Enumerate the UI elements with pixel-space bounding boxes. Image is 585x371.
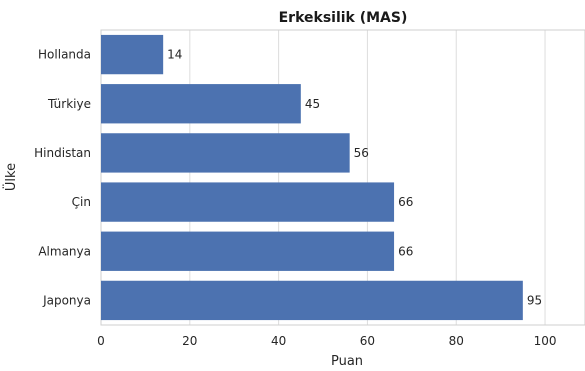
y-tick-label: Çin [72, 195, 91, 209]
bars: 14 45 56 66 66 95 [101, 34, 542, 321]
y-tick-label: Hollanda [38, 48, 91, 62]
y-tick-label: Hindistan [34, 146, 91, 160]
bar-1 [101, 84, 301, 124]
data-label: 45 [305, 97, 320, 111]
y-tick-label: Almanya [38, 244, 91, 258]
bar-2 [101, 133, 350, 173]
x-tick-label: 60 [360, 334, 375, 348]
x-tick-label: 0 [97, 334, 105, 348]
bar-3 [101, 182, 395, 222]
chart-title: Erkeksilik (MAS) [279, 10, 408, 26]
x-axis-label: Puan [331, 354, 363, 369]
data-label: 56 [354, 146, 369, 160]
data-label: 66 [398, 195, 413, 209]
plot-frame [100, 29, 585, 326]
data-label: 95 [527, 293, 542, 307]
y-axis-label: Ülke [2, 163, 19, 191]
x-tick-label: 100 [534, 334, 557, 348]
y-tick-label: Japonya [42, 293, 91, 307]
data-label: 66 [398, 244, 413, 258]
bar-4 [101, 231, 395, 271]
x-tick-label: 20 [182, 334, 197, 348]
y-tick-label: Türkiye [47, 97, 91, 111]
bar-0 [101, 34, 164, 75]
x-tick-labels: 0 20 40 60 80 100 [97, 334, 556, 348]
data-label: 14 [167, 48, 182, 62]
x-tick-label: 80 [449, 334, 464, 348]
y-tick-labels: Hollanda Türkiye Hindistan Çin Almanya Japony… [34, 48, 91, 308]
x-tick-label: 40 [271, 334, 286, 348]
bar-5 [101, 280, 523, 321]
